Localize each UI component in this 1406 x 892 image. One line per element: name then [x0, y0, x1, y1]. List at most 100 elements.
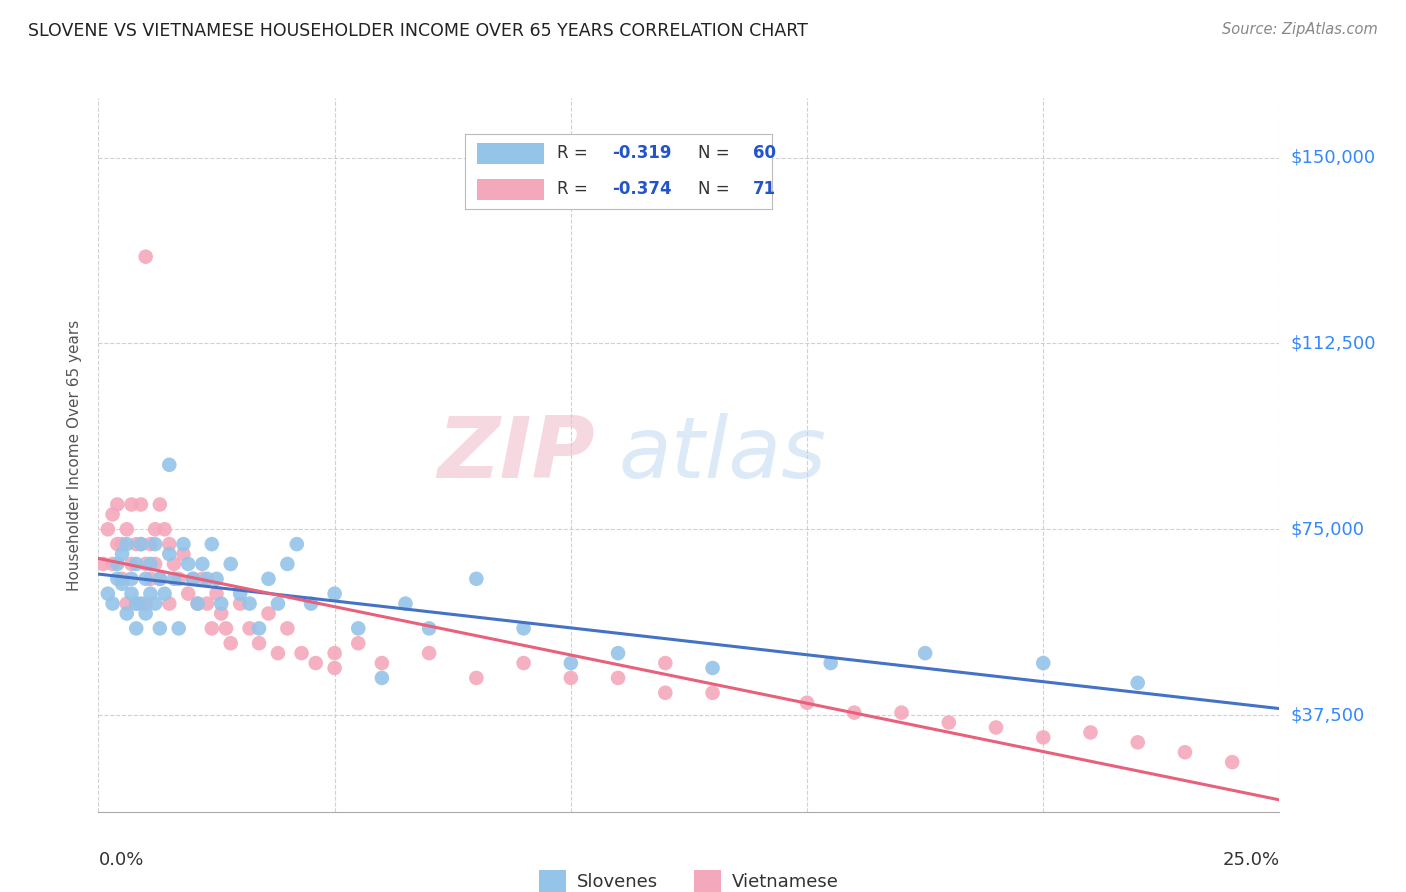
Point	[149, 498, 172, 512]
Point	[115, 597, 138, 611]
Point	[305, 656, 328, 670]
Point	[149, 572, 172, 586]
Point	[139, 537, 162, 551]
Point	[654, 686, 676, 700]
Point	[177, 587, 200, 601]
Point	[167, 621, 190, 635]
Text: $150,000: $150,000	[1291, 149, 1375, 167]
Point	[323, 587, 346, 601]
Point	[97, 587, 120, 601]
Point	[163, 557, 186, 571]
Point	[796, 696, 818, 710]
Y-axis label: Householder Income Over 65 years: Householder Income Over 65 years	[67, 319, 83, 591]
Point	[129, 498, 152, 512]
Point	[299, 597, 322, 611]
Point	[111, 572, 134, 586]
Point	[135, 607, 157, 621]
Text: -0.374: -0.374	[612, 180, 672, 198]
Point	[172, 537, 194, 551]
Point	[135, 557, 157, 571]
Point	[153, 587, 176, 601]
Point	[115, 607, 138, 621]
Point	[702, 661, 724, 675]
Point	[290, 646, 312, 660]
Point	[1126, 735, 1149, 749]
Text: $75,000: $75,000	[1291, 520, 1365, 538]
Text: 25.0%: 25.0%	[1222, 851, 1279, 869]
Text: 71: 71	[754, 180, 776, 198]
Point	[347, 636, 370, 650]
Bar	[477, 143, 544, 164]
Point	[394, 597, 416, 611]
Text: 0.0%: 0.0%	[98, 851, 143, 869]
Point	[418, 646, 440, 660]
Point	[215, 621, 238, 635]
Point	[276, 621, 298, 635]
Point	[135, 250, 157, 264]
Point	[157, 547, 180, 561]
Point	[512, 656, 534, 670]
Point	[167, 572, 190, 586]
Point	[512, 621, 534, 635]
Point	[465, 572, 488, 586]
Point	[205, 572, 228, 586]
Point	[820, 656, 842, 670]
Text: N =: N =	[697, 180, 735, 198]
Point	[247, 621, 270, 635]
Point	[177, 557, 200, 571]
Point	[125, 621, 148, 635]
Point	[105, 537, 128, 551]
Point	[111, 547, 134, 561]
Point	[201, 537, 224, 551]
Point	[205, 587, 228, 601]
Point	[101, 557, 124, 571]
Legend: Slovenes, Vietnamese: Slovenes, Vietnamese	[531, 863, 846, 892]
Point	[191, 557, 214, 571]
Point	[219, 636, 242, 650]
Point	[125, 537, 148, 551]
Point	[153, 522, 176, 536]
Point	[135, 572, 157, 586]
Point	[702, 686, 724, 700]
Point	[229, 597, 252, 611]
Point	[187, 597, 209, 611]
Point	[267, 597, 290, 611]
Point	[844, 706, 866, 720]
Text: R =: R =	[557, 145, 593, 162]
Point	[157, 458, 180, 472]
Point	[267, 646, 290, 660]
Point	[139, 587, 162, 601]
Point	[143, 522, 166, 536]
Point	[938, 715, 960, 730]
Point	[125, 597, 148, 611]
Text: -0.319: -0.319	[612, 145, 672, 162]
Point	[323, 661, 346, 675]
Point	[607, 671, 630, 685]
Point	[163, 572, 186, 586]
Point	[149, 572, 172, 586]
Point	[111, 576, 134, 591]
Text: N =: N =	[697, 145, 735, 162]
Point	[257, 607, 280, 621]
Point	[105, 498, 128, 512]
Text: 60: 60	[754, 145, 776, 162]
Text: SLOVENE VS VIETNAMESE HOUSEHOLDER INCOME OVER 65 YEARS CORRELATION CHART: SLOVENE VS VIETNAMESE HOUSEHOLDER INCOME…	[28, 22, 808, 40]
Point	[115, 522, 138, 536]
Point	[181, 572, 204, 586]
Point	[239, 621, 262, 635]
Point	[125, 597, 148, 611]
Point	[1032, 656, 1054, 670]
Point	[181, 572, 204, 586]
Point	[984, 721, 1007, 735]
Point	[654, 656, 676, 670]
Point	[371, 656, 394, 670]
Point	[105, 557, 128, 571]
Point	[143, 597, 166, 611]
Point	[135, 597, 157, 611]
Point	[371, 671, 394, 685]
Point	[219, 557, 242, 571]
Point	[149, 621, 172, 635]
Point	[139, 557, 162, 571]
Point	[187, 597, 209, 611]
Point	[121, 557, 143, 571]
